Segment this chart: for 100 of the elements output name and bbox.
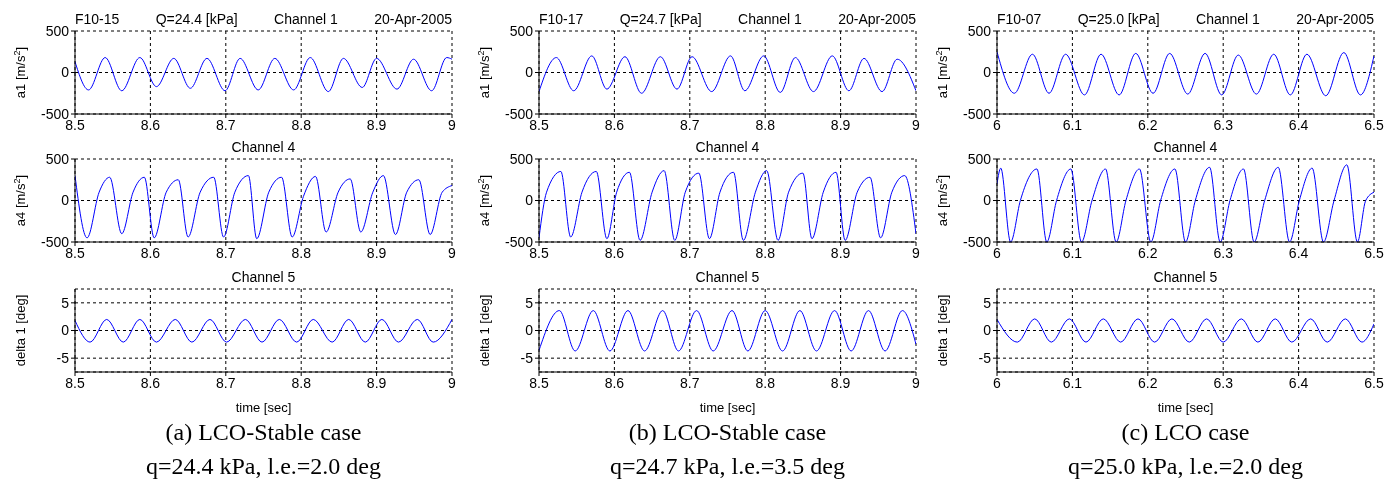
chart-title: Channel 1: [274, 11, 338, 29]
x-tick-label: 8.8: [291, 244, 312, 261]
y-axis-title: delta 1 [deg]: [935, 294, 950, 367]
text: 20-Apr-2005: [838, 11, 916, 29]
x-tick-label: 6.2: [1138, 244, 1158, 261]
text: 20-Apr-2005: [1296, 11, 1374, 29]
y-tick-label: -500: [504, 105, 534, 122]
x-tick-label: 8.5: [529, 374, 549, 391]
y-tick-label: -500: [504, 233, 534, 250]
line-series: [539, 55, 916, 94]
y-tick-label: -500: [962, 105, 992, 122]
text: F10-07: [997, 11, 1042, 29]
x-tick-label: 8.6: [140, 374, 161, 391]
chart-title: Channel 1: [738, 11, 802, 29]
x-tick-label: 6: [993, 374, 1002, 391]
x-tick-label: 9: [448, 374, 457, 391]
y-tick-label: 5: [525, 294, 534, 311]
x-axis-title: time [sec]: [235, 400, 292, 415]
x-tick-label: 8.7: [680, 374, 700, 391]
x-tick-label: 8.8: [291, 374, 312, 391]
x-tick-label: 6.5: [1364, 374, 1384, 391]
text: Q=25.0 [kPa]: [1077, 11, 1160, 29]
x-tick-label: 9: [912, 116, 921, 133]
x-tick-label: 9: [448, 244, 457, 261]
y-tick-label: -500: [962, 233, 992, 250]
x-tick-label: 6.3: [1213, 116, 1234, 133]
x-tick-label: 8.9: [366, 116, 387, 133]
y-axis-title: delta 1 [deg]: [477, 294, 492, 367]
line-series: [997, 51, 1374, 97]
x-tick-label: 8.6: [604, 374, 625, 391]
x-tick-label: 8.7: [216, 244, 236, 261]
x-tick-label: 6.4: [1288, 244, 1309, 261]
y-tick-label: 500: [509, 22, 534, 39]
x-tick-label: 6.4: [1288, 116, 1309, 133]
x-tick-label: 6.1: [1062, 374, 1083, 391]
line-series: [539, 310, 916, 352]
y-tick-label: -5: [520, 350, 534, 367]
x-axis-title: time [sec]: [1157, 400, 1214, 415]
x-tick-label: 8.8: [755, 116, 776, 133]
x-tick-label: 8.7: [216, 374, 236, 391]
text: Q=24.7 [kPa]: [619, 11, 702, 29]
text: Q=24.4 [kPa]: [155, 11, 238, 29]
x-tick-label: 6.5: [1364, 116, 1384, 133]
y-axis-title: delta 1 [deg]: [13, 294, 28, 367]
y-tick-label: 0: [61, 192, 70, 209]
chart-title: Channel 5: [1153, 269, 1218, 287]
y-tick-label: 500: [509, 150, 534, 167]
y-tick-label: 0: [525, 64, 534, 81]
chart-title: Channel 4: [231, 139, 296, 157]
x-tick-label: 8.6: [140, 116, 161, 133]
y-tick-label: 500: [45, 150, 70, 167]
x-tick-label: 8.8: [755, 244, 776, 261]
x-tick-label: 8.7: [680, 116, 700, 133]
chart-title: Channel 5: [695, 269, 760, 287]
x-axis-title: time [sec]: [699, 400, 756, 415]
x-tick-label: 9: [912, 374, 921, 391]
y-tick-label: 5: [61, 294, 70, 311]
text: 20-Apr-2005: [374, 11, 452, 29]
chart-title: Channel 1: [1196, 11, 1260, 29]
y-tick-label: -5: [978, 350, 992, 367]
x-tick-label: 6.1: [1062, 116, 1083, 133]
x-tick-label: 8.5: [65, 374, 85, 391]
x-tick-label: 8.9: [830, 244, 851, 261]
x-tick-label: 8.7: [216, 116, 236, 133]
text: (b) LCO-Stable case: [627, 418, 828, 447]
chart-title: Channel 5: [231, 269, 296, 287]
x-tick-label: 6.4: [1288, 374, 1309, 391]
y-tick-label: -500: [40, 105, 70, 122]
y-tick-label: 0: [61, 64, 70, 81]
y-tick-label: 0: [983, 192, 992, 209]
y-tick-label: 500: [45, 22, 70, 39]
y-tick-label: 500: [967, 150, 992, 167]
text: F10-17: [539, 11, 584, 29]
y-tick-label: -500: [40, 233, 70, 250]
text: (a) LCO-Stable case: [164, 418, 363, 447]
x-tick-label: 6: [993, 116, 1002, 133]
x-tick-label: 6: [993, 244, 1002, 261]
y-tick-label: 0: [525, 322, 534, 339]
y-tick-label: -5: [56, 350, 70, 367]
x-tick-label: 8.6: [140, 244, 161, 261]
y-tick-label: 5: [983, 294, 992, 311]
text: q=25.0 kPa, l.e.=2.0 deg: [1066, 452, 1304, 481]
x-tick-label: 8.6: [604, 244, 625, 261]
x-tick-label: 6.3: [1213, 244, 1234, 261]
x-tick-label: 6.2: [1138, 374, 1158, 391]
x-tick-label: 8.9: [366, 374, 387, 391]
x-tick-label: 8.8: [755, 374, 776, 391]
x-tick-label: 6.5: [1364, 244, 1384, 261]
x-tick-label: 8.6: [604, 116, 625, 133]
x-tick-label: 8.7: [680, 244, 700, 261]
chart-title: Channel 4: [1153, 139, 1218, 157]
line-series: [997, 318, 1374, 343]
x-tick-label: 6.3: [1213, 374, 1234, 391]
y-tick-label: 0: [983, 64, 992, 81]
x-tick-label: 6.1: [1062, 244, 1083, 261]
x-tick-label: 9: [448, 116, 457, 133]
text: q=24.7 kPa, l.e.=3.5 deg: [608, 452, 846, 481]
x-tick-label: 6.2: [1138, 116, 1158, 133]
text: (c) LCO case: [1120, 418, 1251, 447]
y-tick-label: 0: [525, 192, 534, 209]
